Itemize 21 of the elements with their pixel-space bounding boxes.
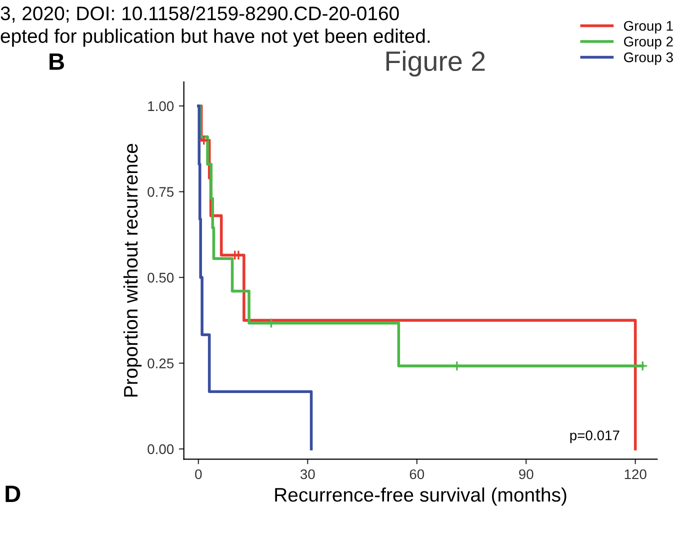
text: D [6, 486, 20, 502]
x-tick-label: 90 [519, 469, 534, 480]
text: 3, 2020; DOI: 10.1158/2159-8290.CD-20-0160 [0, 6, 399, 23]
x-axis-title: Recurrence-free survival (months) [275, 487, 566, 506]
caption: Figure 2 [386, 50, 485, 77]
y-tick-label: 0.75 [148, 187, 174, 197]
x-tick-label: 60 [410, 469, 424, 480]
y-tick-label: 0.25 [148, 358, 174, 368]
y-tick-label: 0.00 [148, 444, 174, 454]
y-axis-title: Proportion without recurrence [123, 144, 142, 397]
text: epted for publication but have not yet been edited. [0, 28, 430, 47]
annotation: p=0.017 [570, 430, 620, 444]
x-tick-label: 120 [624, 469, 646, 480]
legend-label: Group 2 [624, 36, 673, 50]
x-tick-label: 30 [300, 469, 315, 480]
legend-label: Group 3 [624, 52, 673, 65]
y-tick-label: 1.00 [148, 101, 174, 112]
y-tick-label: 0.50 [148, 272, 174, 283]
text: B [50, 53, 64, 70]
legend-label: Group 1 [624, 20, 673, 34]
x-tick-label: 0 [195, 469, 202, 480]
